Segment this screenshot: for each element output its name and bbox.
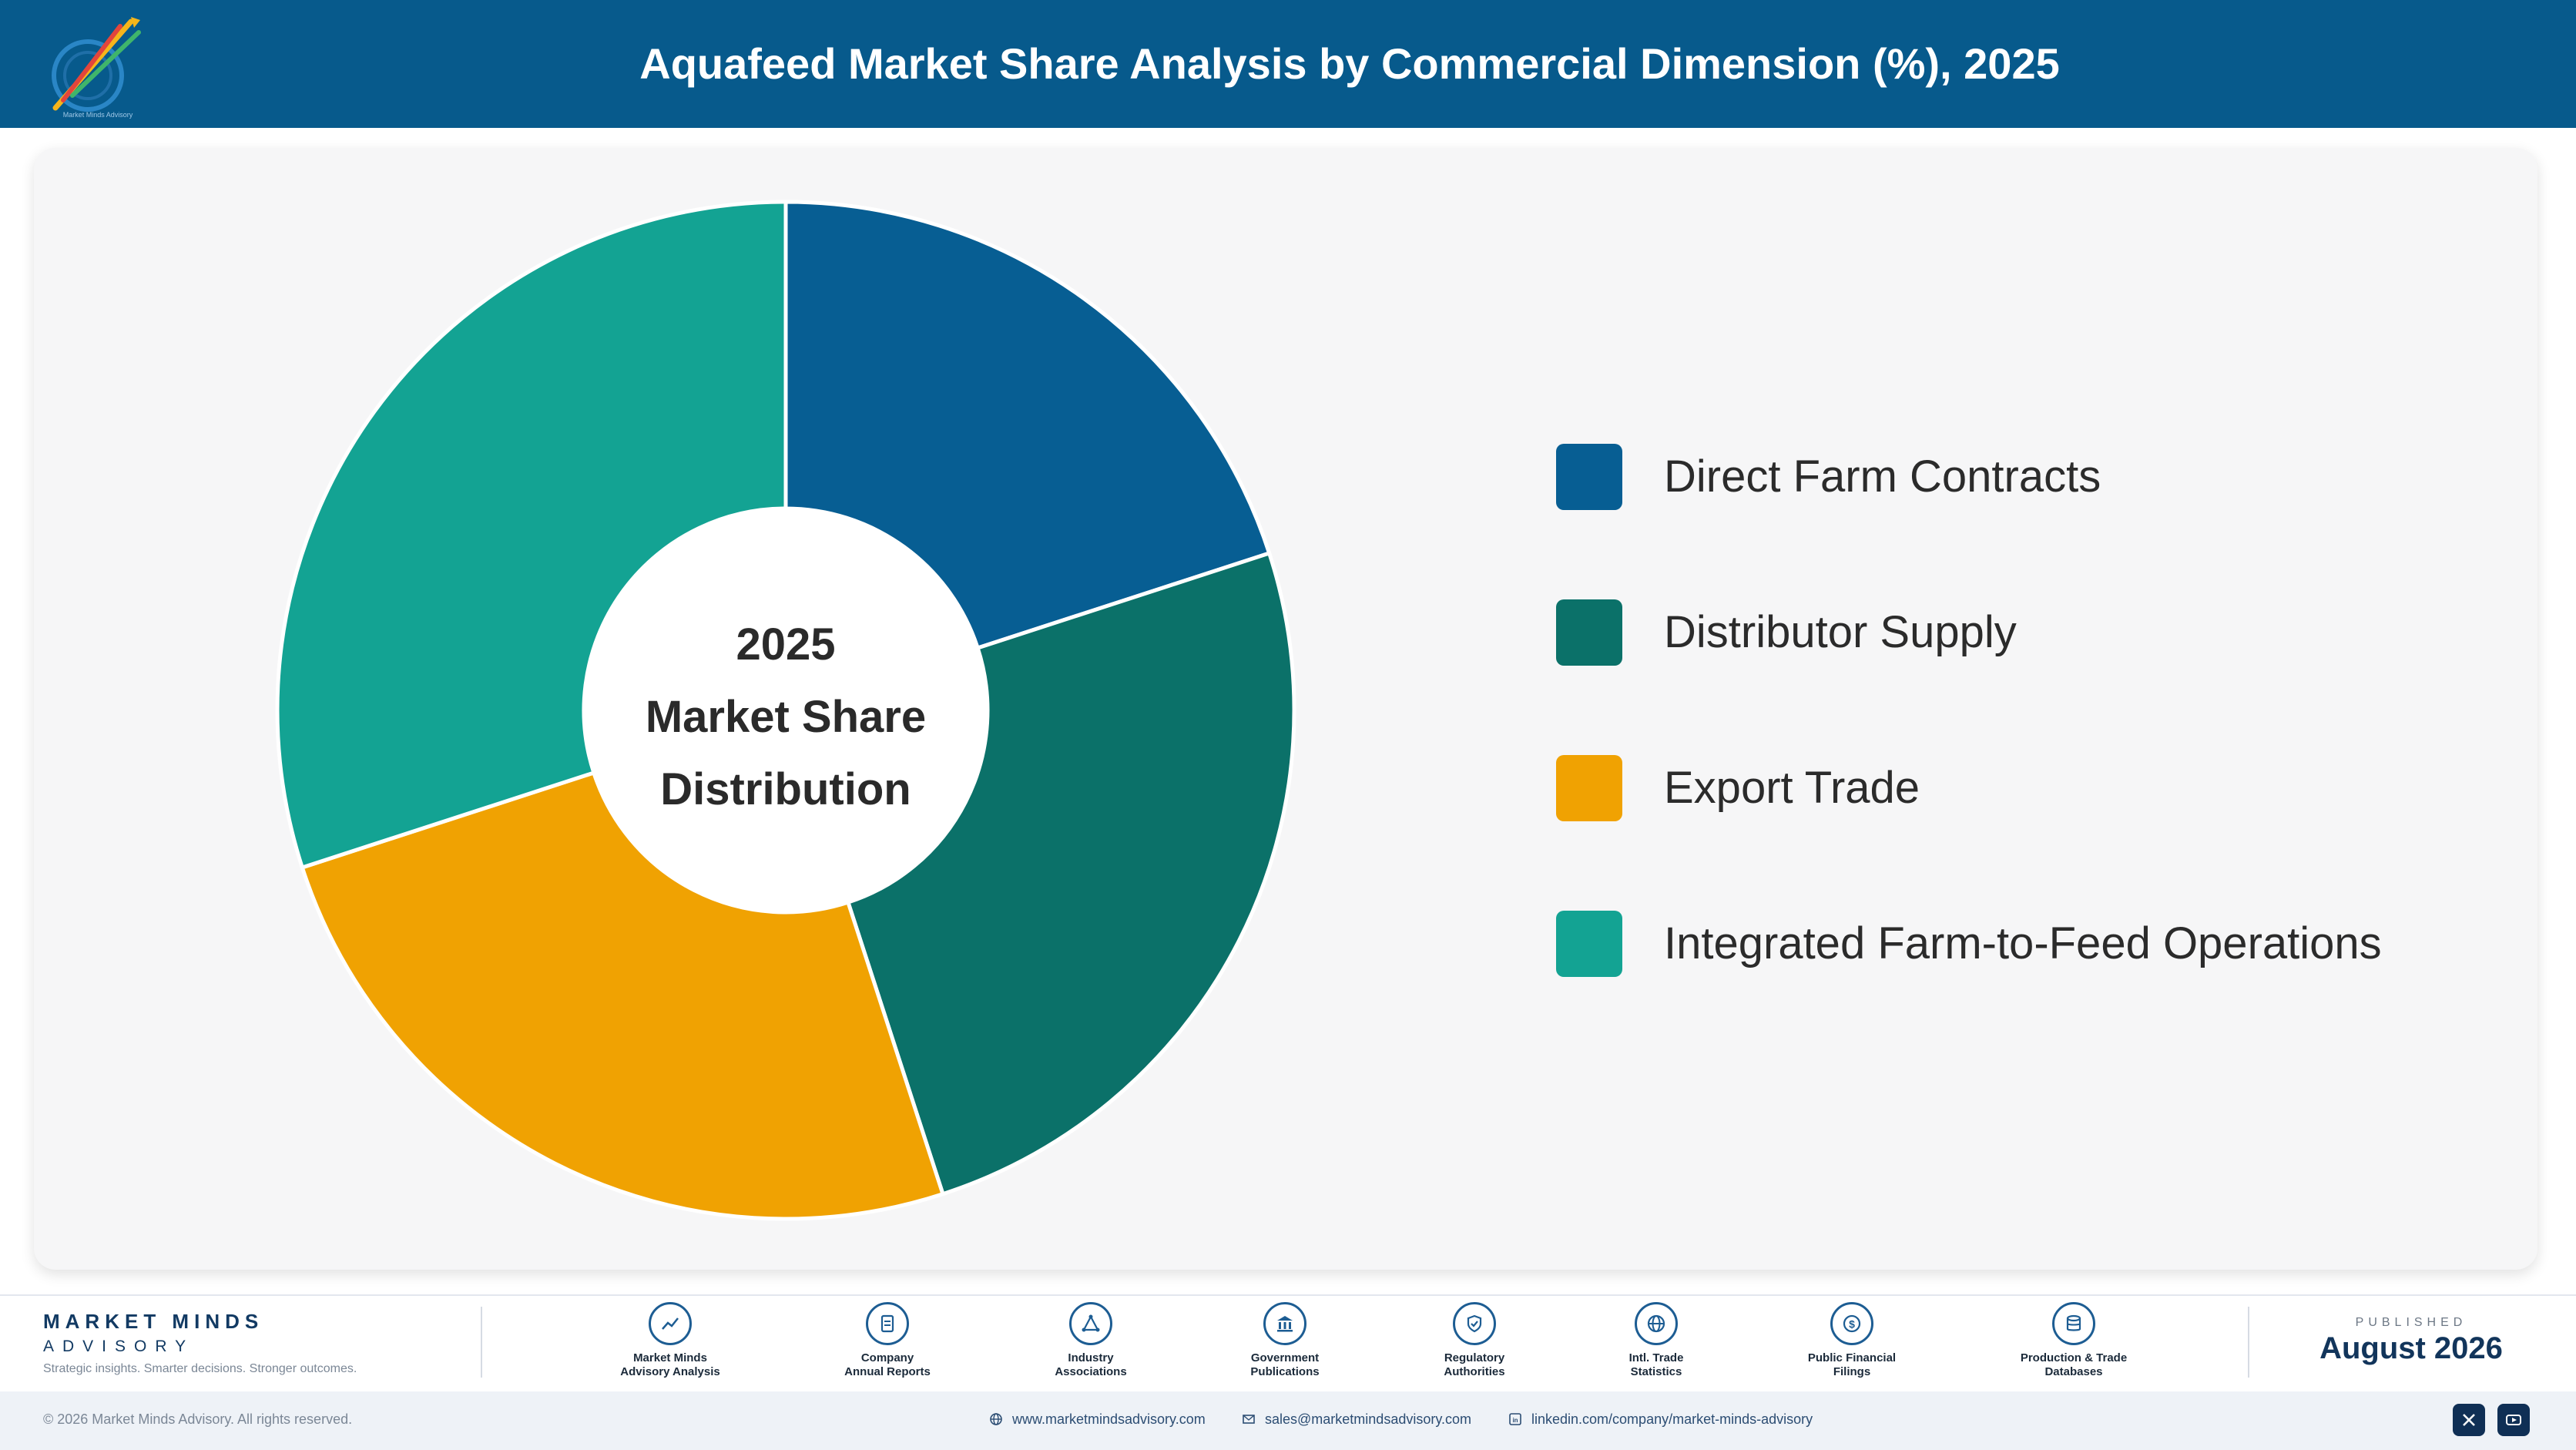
- market-minds-logo: Market Minds Advisory: [52, 17, 141, 119]
- legend-swatch: [1556, 911, 1622, 977]
- center-label-line-2: Market Share: [645, 692, 927, 742]
- source-market-minds[interactable]: Market Minds Advisory Analysis: [593, 1302, 747, 1379]
- source-financial-filings[interactable]: $ Public Financial Filings: [1775, 1302, 1929, 1379]
- source-label-line: Advisory Analysis: [620, 1365, 720, 1378]
- brand-name: MARKET MINDS: [43, 1310, 264, 1333]
- source-label-line: Market Minds: [633, 1351, 707, 1364]
- trend-chart-icon: [649, 1302, 692, 1345]
- database-icon: [2052, 1302, 2095, 1345]
- source-label: Government Publications: [1208, 1351, 1362, 1379]
- source-company-reports[interactable]: Company Annual Reports: [810, 1302, 964, 1379]
- source-label-line: Filings: [1833, 1365, 1871, 1378]
- source-label-line: Regulatory: [1444, 1351, 1505, 1364]
- bottom-bar: [0, 1391, 2576, 1450]
- donut-hole: [584, 509, 988, 912]
- document-icon: [866, 1302, 909, 1345]
- legend-swatch: [1556, 599, 1622, 666]
- source-label: Company Annual Reports: [810, 1351, 964, 1379]
- source-label: Industry Associations: [1014, 1351, 1168, 1379]
- source-label: Market Minds Advisory Analysis: [593, 1351, 747, 1379]
- svg-text:$: $: [1849, 1318, 1855, 1331]
- network-icon: [1069, 1302, 1112, 1345]
- source-label-line: Databases: [2044, 1365, 2103, 1378]
- linkedin-link[interactable]: in linkedin.com/company/market-minds-advi…: [1508, 1411, 1813, 1428]
- svg-text:in: in: [1512, 1417, 1518, 1424]
- linkedin-icon: in: [1508, 1412, 1522, 1426]
- source-label-line: Production & Trade: [2020, 1351, 2128, 1364]
- legend-label: Direct Farm Contracts: [1664, 451, 2101, 502]
- source-label-line: Public Financial: [1807, 1351, 1897, 1364]
- legend-label: Integrated Farm-to-Feed Operations: [1664, 918, 2382, 968]
- source-label-line: Statistics: [1630, 1365, 1682, 1378]
- page-title: Aquafeed Market Share Analysis by Commer…: [639, 39, 2060, 88]
- youtube-social-button[interactable]: [2497, 1404, 2530, 1436]
- government-building-icon: [1263, 1302, 1306, 1345]
- source-label: Regulatory Authorities: [1397, 1351, 1551, 1379]
- x-icon: [2463, 1414, 2475, 1426]
- brand-tagline: Strategic insights. Smarter decisions. S…: [43, 1362, 357, 1375]
- dollar-coin-icon: $: [1830, 1302, 1873, 1345]
- source-label-line: Government: [1250, 1351, 1320, 1364]
- published-caption: PUBLISHED: [2355, 1316, 2467, 1329]
- header-bar: Market Minds Advisory Aquafeed Market Sh…: [0, 0, 2576, 128]
- source-label-line: Company: [860, 1351, 914, 1364]
- source-label: Production & Trade Databases: [1997, 1351, 2151, 1379]
- youtube-icon: [2506, 1415, 2521, 1425]
- source-trade-statistics[interactable]: Intl. Trade Statistics: [1579, 1302, 1733, 1379]
- source-label-line: Annual Reports: [844, 1365, 931, 1378]
- svg-text:Market Minds Advisory: Market Minds Advisory: [63, 111, 133, 119]
- source-label-line: Associations: [1055, 1365, 1127, 1378]
- source-industry-associations[interactable]: Industry Associations: [1014, 1302, 1168, 1379]
- legend-swatch: [1556, 444, 1622, 510]
- email-link[interactable]: sales@marketmindsadvisory.com: [1242, 1411, 1471, 1428]
- linkedin-text: linkedin.com/company/market-minds-adviso…: [1531, 1411, 1813, 1427]
- source-trade-databases[interactable]: Production & Trade Databases: [1997, 1302, 2151, 1379]
- published-date: August 2026: [2319, 1331, 2503, 1365]
- legend-label: Distributor Supply: [1664, 607, 2017, 657]
- source-label-line: Industry: [1068, 1351, 1114, 1364]
- website-text: www.marketmindsadvisory.com: [1012, 1411, 1206, 1427]
- email-text: sales@marketmindsadvisory.com: [1265, 1411, 1472, 1427]
- globe-icon: [989, 1412, 1003, 1426]
- x-social-button[interactable]: [2453, 1404, 2485, 1436]
- source-label-line: Authorities: [1444, 1365, 1505, 1378]
- source-label: Intl. Trade Statistics: [1579, 1351, 1733, 1379]
- footer-divider: [481, 1307, 482, 1378]
- donut-center-label: 2025 Market Share Distribution: [585, 609, 986, 826]
- legend-swatch: [1556, 755, 1622, 821]
- source-government-publications[interactable]: Government Publications: [1208, 1302, 1362, 1379]
- website-link[interactable]: www.marketmindsadvisory.com: [989, 1411, 1206, 1428]
- globe-icon: [1635, 1302, 1678, 1345]
- mail-icon: [1242, 1412, 1256, 1426]
- legend-label: Export Trade: [1664, 763, 1920, 813]
- source-label: Public Financial Filings: [1775, 1351, 1929, 1379]
- brand-sub: ADVISORY: [43, 1338, 195, 1355]
- center-label-year: 2025: [736, 619, 836, 670]
- center-label-line-3: Distribution: [660, 764, 911, 814]
- shield-check-icon: [1453, 1302, 1496, 1345]
- source-regulatory-authorities[interactable]: Regulatory Authorities: [1397, 1302, 1551, 1379]
- source-label-line: Publications: [1250, 1365, 1320, 1378]
- footer-divider: [2248, 1307, 2249, 1378]
- source-label-line: Intl. Trade: [1628, 1351, 1684, 1364]
- copyright-text: © 2026 Market Minds Advisory. All rights…: [43, 1411, 353, 1427]
